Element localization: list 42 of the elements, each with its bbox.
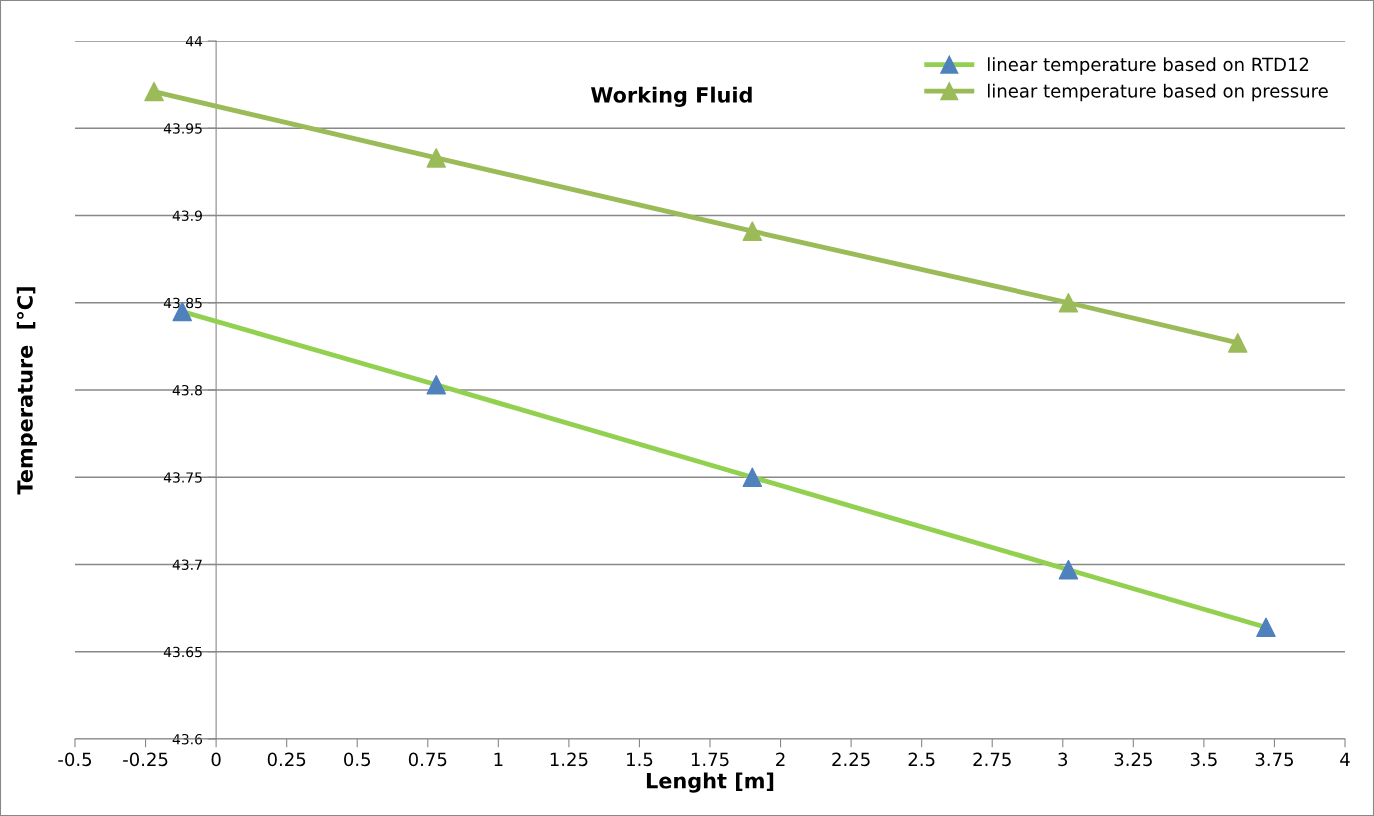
x-axis-title: Lenght [m] [646,772,774,793]
y-axis-title: Temperature [°C] [16,287,37,495]
x-tick-label: 2.5 [908,752,935,767]
point [742,221,763,241]
x-tick-label: 1 [494,752,503,766]
y-tick-label: 43.9 [172,210,202,221]
y-tick-label: 43.75 [163,472,202,483]
y-tick-label: 43.6 [172,733,203,745]
x-tick-label: 3.75 [1255,752,1293,767]
x-tick-label: 0 [211,752,221,767]
x-tick-label: 3.5 [1190,752,1217,767]
x-tick-label: 0.5 [344,752,370,767]
y-tick-label: 43.8 [172,384,202,396]
x-tick-label: 1.75 [691,752,729,767]
x-tick-label: 4 [1340,752,1350,766]
point [742,467,763,487]
x-tick-label: 3 [1058,752,1068,767]
text: Working Fluid [590,86,752,107]
x-tick-label: 2.25 [832,752,870,767]
point [1228,333,1248,353]
point [1256,617,1276,638]
point [1058,293,1079,313]
y-tick-label: 43.7 [172,559,202,570]
y-tick-label: 43.95 [163,123,202,134]
y-tick-label: 43.85 [163,297,202,309]
x-tick-label: 1.5 [627,752,653,767]
point [426,375,446,395]
y-tick-label: 43.65 [163,646,202,658]
legend-label: linear temperature based on pressure [987,83,1328,102]
x-tick-label: 0.75 [408,752,447,767]
legend-label: linear temperature based on RTD12 [987,57,1309,75]
x-tick-label: 3.25 [1114,752,1152,767]
x-tick-label: -0.25 [123,752,168,767]
x-tick-label: 1.25 [550,752,588,767]
x-tick-label: 2.75 [973,752,1011,767]
point [426,148,446,168]
point [1058,559,1079,580]
y-tick-label: 44 [185,36,203,47]
point [144,81,164,102]
x-tick-label: 2 [776,752,785,766]
x-tick-label: -0.5 [58,752,92,767]
x-tick-label: 0.25 [267,752,306,767]
